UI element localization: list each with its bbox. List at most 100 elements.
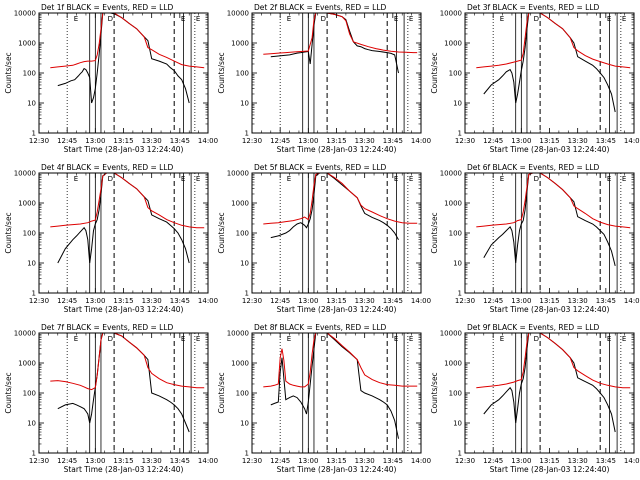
panel-det-7: Det 7f BLACK = Events, RED = LLD E D E E 1 10 1… [4,323,218,474]
x-tick-label: 13:00 [511,457,531,465]
marker-label: E [394,15,398,23]
series-lld [263,333,418,388]
x-axis-label: Start Time (28-Jan-03 12:24:40) [490,465,610,474]
plot-frame [251,332,422,454]
y-tick-label: 10000 [14,170,36,178]
x-tick-label: 14:00 [624,297,640,305]
x-tick-label: 13:30 [568,137,588,145]
x-tick-label: 13:45 [596,457,616,465]
event-markers [279,333,409,453]
x-tick-label: 13:30 [568,457,588,465]
marker-label: E [409,175,413,183]
series-lld [50,13,205,69]
x-tick-label: 12:45 [483,297,503,305]
x-tick-label: 14:00 [198,137,218,145]
marker-label: E [74,15,78,23]
x-tick-label: 12:30 [242,137,262,145]
y-axis-label: Counts/sec [217,212,226,253]
panel-title: Det 6f BLACK = Events, RED = LLD [467,163,600,172]
y-tick-label: 10 [453,100,462,108]
marker-label: E [394,335,398,343]
y-tick-label: 100 [449,70,462,78]
y-tick-label: 1000 [18,360,36,368]
marker-label: D [108,335,113,343]
x-tick-label: 13:00 [85,297,105,305]
y-tick-label: 10 [240,260,249,268]
x-tick-label: 14:00 [198,297,218,305]
y-tick-label: 10000 [227,330,249,338]
plot-frame [464,332,635,454]
y-tick-label: 10000 [440,10,462,18]
marker-label: E [500,15,504,23]
y-tick-label: 100 [236,70,249,78]
marker-label: E [622,335,626,343]
marker-label: E [74,175,78,183]
series-events [57,333,190,433]
x-tick-label: 13:15 [326,137,346,145]
panel-det-4: Det 4f BLACK = Events, RED = LLD E D E E 1 10 1… [4,163,218,314]
y-tick-label: 10000 [14,330,36,338]
marker-label: E [181,335,185,343]
marker-label: E [607,175,611,183]
marker-label: D [321,175,326,183]
series-lld [50,173,205,229]
x-axis-label: Start Time (28-Jan-03 12:24:40) [277,465,397,474]
y-tick-label: 10 [27,100,36,108]
panel-title: Det 2f BLACK = Events, RED = LLD [254,3,387,12]
marker-label: E [196,15,200,23]
x-tick-label: 12:45 [57,297,77,305]
y-tick-label: 10000 [227,10,249,18]
x-axis-label: Start Time (28-Jan-03 12:24:40) [277,305,397,314]
series-lld [476,333,631,389]
marker-label: E [409,15,413,23]
y-axis-label: Counts/sec [217,52,226,93]
panel-det-9: Det 9f BLACK = Events, RED = LLD E D E E 1 10 1… [430,323,640,474]
panel-det-2: Det 2f BLACK = Events, RED = LLD E D E E 1 10 1… [217,3,431,154]
x-axis-label: Start Time (28-Jan-03 12:24:40) [64,145,184,154]
y-tick-label: 100 [449,230,462,238]
panel-title: Det 5f BLACK = Events, RED = LLD [254,163,387,172]
y-axis-label: Counts/sec [430,212,439,253]
marker-label: D [321,335,326,343]
x-tick-label: 12:45 [483,137,503,145]
y-tick-label: 1 [32,450,36,458]
x-tick-label: 13:30 [355,457,375,465]
panel-title: Det 4f BLACK = Events, RED = LLD [41,163,174,172]
y-tick-label: 100 [23,230,36,238]
x-tick-label: 13:45 [383,137,403,145]
x-axis-label: Start Time (28-Jan-03 12:24:40) [64,305,184,314]
x-tick-label: 12:30 [242,297,262,305]
x-tick-label: 13:30 [142,297,162,305]
x-tick-label: 13:15 [326,297,346,305]
y-tick-label: 1000 [231,200,249,208]
series-lld [263,173,418,225]
x-tick-label: 12:45 [57,137,77,145]
marker-label: E [287,335,291,343]
x-tick-label: 13:00 [298,297,318,305]
marker-label: D [108,175,113,183]
x-tick-label: 14:00 [411,457,431,465]
x-tick-label: 13:45 [170,137,190,145]
x-tick-label: 14:00 [198,457,218,465]
series-lld [476,173,631,229]
event-markers [66,13,196,133]
series-events [57,173,190,264]
x-tick-label: 13:00 [298,137,318,145]
plot-frame [38,172,209,294]
panel-title: Det 1f BLACK = Events, RED = LLD [41,3,174,12]
marker-label: D [534,15,539,23]
panel-title: Det 9f BLACK = Events, RED = LLD [467,323,600,332]
x-tick-label: 13:00 [85,137,105,145]
panel-title: Det 3f BLACK = Events, RED = LLD [467,3,600,12]
series-events [270,333,399,439]
y-axis-label: Counts/sec [4,372,13,413]
y-tick-label: 1000 [444,40,462,48]
marker-label: D [108,15,113,23]
y-axis-label: Counts/sec [430,372,439,413]
y-tick-label: 1000 [444,360,462,368]
marker-label: E [622,175,626,183]
y-tick-label: 1 [32,290,36,298]
x-tick-label: 13:45 [383,457,403,465]
x-tick-label: 13:15 [539,137,559,145]
